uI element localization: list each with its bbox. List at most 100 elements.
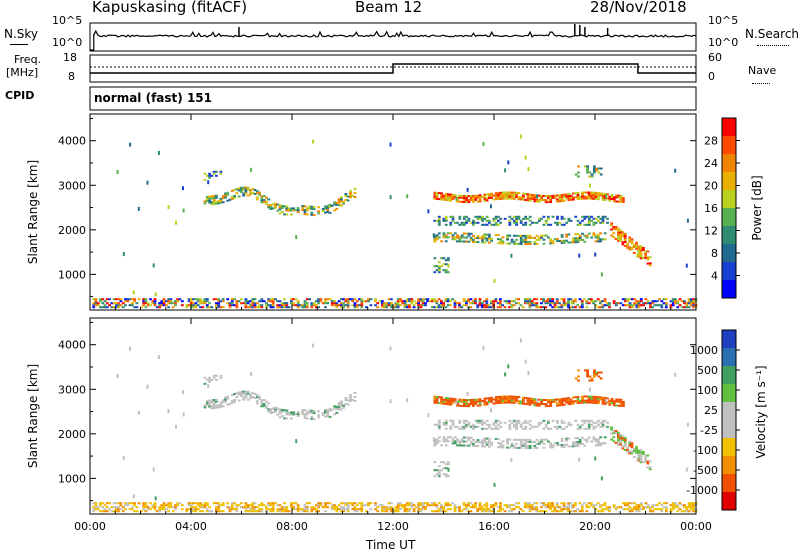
velocity-cell: [149, 502, 152, 505]
power-cell: [340, 306, 343, 309]
velocity-cell: [458, 404, 462, 407]
power-cell: [578, 253, 581, 258]
power-cell: [522, 217, 525, 220]
velocity-cell: [485, 510, 489, 513]
power-cell: [503, 300, 507, 303]
velocity-cell: [212, 403, 216, 405]
power-cell: [593, 167, 596, 170]
velocity-cell: [285, 508, 289, 511]
power-cell: [587, 232, 591, 235]
power-cell: [442, 217, 446, 220]
velocity-cell: [506, 401, 509, 404]
velocity-cell: [494, 398, 498, 401]
power-cell: [560, 217, 564, 220]
velocity-cell: [587, 401, 591, 404]
power-cell: [467, 300, 470, 303]
power-cell: [583, 165, 587, 168]
power-cell: [528, 302, 532, 305]
velocity-cell: [433, 423, 437, 426]
power-cell: [492, 223, 496, 226]
power-cell: [533, 196, 537, 199]
power-cell: [588, 175, 592, 178]
power-cell: [622, 197, 625, 199]
velocity-cell: [124, 504, 127, 507]
power-cell: [301, 207, 305, 210]
power-cell: [153, 300, 157, 303]
velocity-cell: [542, 442, 546, 445]
velocity-cell: [237, 391, 241, 394]
velocity-cell: [203, 376, 207, 379]
power-cell: [574, 298, 577, 301]
power-cell: [303, 302, 307, 305]
nave-tick-top: 60: [708, 51, 722, 64]
velocity-cell: [435, 504, 439, 507]
power-cell: [462, 236, 466, 239]
velocity-cell: [208, 376, 211, 379]
power-cell: [585, 236, 589, 239]
velocity-cell: [165, 504, 168, 507]
power-cell: [526, 300, 530, 303]
power-cell: [390, 304, 393, 307]
velocity-cell: [481, 445, 484, 448]
power-cell: [558, 198, 562, 201]
velocity-cell: [583, 399, 587, 402]
velocity-cell: [342, 508, 345, 511]
power-cell: [485, 223, 489, 226]
power-cell: [551, 242, 555, 245]
power-cell: [485, 199, 489, 202]
velocity-cell: [549, 399, 553, 401]
power-cell: [508, 300, 511, 303]
velocity-cell: [469, 506, 473, 509]
power-cell: [444, 259, 448, 262]
velocity-cell: [221, 502, 225, 505]
power-cell: [492, 219, 496, 222]
power-cell: [614, 226, 618, 228]
power-cell: [612, 226, 616, 229]
power-cell: [276, 300, 280, 303]
velocity-cell: [619, 443, 622, 446]
velocity-cell: [490, 443, 493, 446]
power-cell: [303, 205, 307, 208]
velocity-cell: [444, 423, 448, 426]
velocity-cell: [158, 506, 161, 509]
power-cell: [221, 300, 225, 303]
power-cell: [246, 300, 250, 303]
velocity-cell: [217, 502, 221, 505]
power-cell: [276, 306, 280, 309]
velocity-cell: [253, 510, 257, 513]
power-cell: [590, 191, 593, 194]
velocity-cell: [685, 467, 688, 472]
velocity-cell: [312, 410, 316, 413]
velocity-cell: [578, 441, 582, 443]
velocity-cell: [451, 401, 455, 404]
velocity-cell: [335, 405, 339, 408]
velocity-cell: [122, 456, 125, 461]
power-cell: [524, 238, 528, 241]
velocity-cell: [547, 401, 550, 404]
velocity-cell: [494, 425, 498, 428]
power-cell: [671, 304, 675, 307]
power-cell: [612, 228, 616, 231]
velocity-cell: [476, 400, 480, 403]
power-cell: [637, 304, 641, 307]
velocity-cell: [536, 398, 538, 403]
velocity-cell: [558, 404, 562, 407]
velocity-cell: [599, 377, 603, 380]
velocity-cell: [483, 401, 487, 404]
power-cell: [462, 199, 466, 201]
velocity-cell: [485, 437, 489, 440]
power-cell: [499, 195, 503, 198]
velocity-cell: [676, 504, 680, 507]
velocity-cell: [167, 506, 171, 509]
velocity-cell: [462, 502, 466, 505]
velocity-cell: [158, 510, 161, 513]
power-cell: [353, 188, 357, 190]
velocity-cell: [235, 508, 239, 511]
velocity-cell: [342, 506, 345, 509]
velocity-cell: [251, 391, 255, 394]
velocity-cell: [292, 506, 296, 509]
power-cell: [396, 298, 400, 301]
power-cell: [126, 300, 130, 303]
velocity-cell: [506, 395, 509, 398]
power-cell: [515, 215, 518, 218]
